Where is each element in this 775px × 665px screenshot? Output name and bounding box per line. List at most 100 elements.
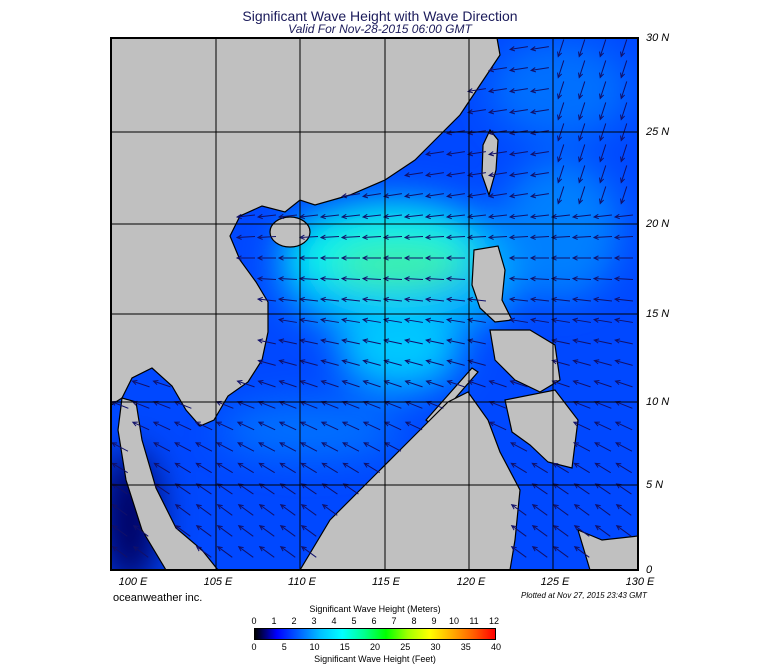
- wave-direction-arrow: [557, 144, 565, 163]
- wave-direction-arrow: [531, 462, 548, 474]
- wave-direction-arrow: [278, 421, 297, 431]
- wave-direction-arrow: [340, 317, 360, 323]
- wave-direction-arrow: [341, 359, 360, 366]
- wave-direction-arrow: [529, 317, 549, 323]
- wave-direction-arrow: [174, 483, 191, 495]
- wave-direction-arrow: [529, 109, 549, 115]
- wave-direction-arrow: [279, 546, 296, 558]
- wave-direction-arrow: [466, 317, 486, 323]
- wave-direction-arrow: [237, 546, 254, 558]
- wave-direction-arrow: [466, 193, 486, 199]
- legend-feet-tick: 25: [400, 642, 411, 652]
- wave-direction-arrow: [342, 483, 359, 495]
- wave-direction-arrow: [341, 380, 360, 388]
- wave-direction-arrow: [572, 421, 591, 431]
- wave-direction-arrow: [552, 504, 569, 516]
- wave-direction-arrow: [404, 338, 423, 345]
- lon-label: 120 E: [456, 576, 486, 588]
- wave-direction-arrow: [508, 317, 528, 323]
- wave-direction-arrow: [550, 255, 571, 261]
- wave-direction-arrow: [256, 234, 277, 240]
- wave-direction-arrow: [551, 380, 570, 388]
- wave-direction-arrow: [195, 504, 212, 516]
- wave-direction-arrow: [258, 442, 276, 452]
- wave-direction-arrow: [592, 213, 612, 220]
- wave-direction-arrow: [300, 546, 317, 558]
- wave-direction-arrow: [529, 234, 550, 240]
- wave-direction-arrow: [362, 421, 381, 431]
- wave-direction-arrow: [466, 88, 486, 94]
- wave-direction-arrow: [594, 462, 611, 474]
- wave-direction-arrow: [487, 213, 507, 220]
- wave-direction-arrow: [592, 296, 613, 303]
- wave-direction-arrow: [466, 213, 486, 220]
- credit-text: oceanweather inc.: [113, 592, 203, 604]
- wave-direction-arrow: [599, 165, 607, 184]
- wave-direction-arrow: [153, 462, 170, 474]
- wave-direction-arrow: [361, 317, 381, 323]
- land-borneo: [299, 391, 521, 570]
- wave-direction-arrow: [195, 546, 212, 558]
- wave-direction-arrow: [173, 421, 192, 431]
- wave-direction-arrow: [615, 525, 632, 537]
- wave-direction-arrow: [382, 255, 403, 261]
- wave-direction-arrow: [531, 546, 548, 558]
- wave-direction-arrow: [321, 483, 338, 495]
- wave-direction-arrow: [382, 276, 403, 282]
- wave-direction-arrow: [445, 151, 465, 157]
- wave-direction-arrow: [573, 504, 590, 516]
- wave-direction-arrow: [445, 296, 466, 303]
- wave-direction-arrow: [425, 359, 444, 366]
- legend-feet-tick: 10: [309, 642, 320, 652]
- wave-direction-arrow: [593, 380, 612, 388]
- wave-direction-arrow: [382, 317, 402, 323]
- wave-direction-arrow: [487, 151, 507, 157]
- wave-direction-arrow: [466, 172, 486, 178]
- legend-meters-tick: 9: [431, 616, 437, 626]
- wave-direction-arrow: [445, 255, 466, 261]
- wave-direction-arrow: [510, 442, 528, 452]
- wave-direction-arrow: [341, 338, 360, 345]
- land-visayas: [489, 329, 561, 393]
- wave-direction-arrow: [571, 296, 592, 303]
- wave-direction-arrow: [425, 338, 444, 345]
- wave-direction-arrow: [578, 102, 586, 121]
- wave-direction-arrow: [594, 525, 611, 537]
- wave-direction-arrow: [363, 442, 381, 452]
- lon-label: 125 E: [540, 576, 570, 588]
- legend-meters-tick: 8: [411, 616, 417, 626]
- wave-direction-arrow: [488, 380, 507, 388]
- wave-direction-arrow: [300, 504, 317, 516]
- legend-meters-tick: 4: [331, 616, 337, 626]
- wave-direction-arrow: [111, 483, 128, 495]
- wave-direction-arrow: [424, 234, 445, 240]
- wave-direction-arrow: [557, 186, 565, 205]
- land-hainan: [269, 216, 311, 248]
- wave-direction-arrow: [319, 276, 340, 282]
- lat-label: 25 N: [646, 126, 670, 138]
- lon-label: 115 E: [372, 576, 400, 588]
- legend-meters-tick: 12: [488, 616, 499, 626]
- legend-meters-tick: 6: [371, 616, 377, 626]
- wave-direction-arrow: [361, 255, 382, 261]
- wave-direction-arrow: [573, 462, 590, 474]
- land-taiwan: [481, 128, 499, 197]
- wave-direction-arrow: [557, 39, 565, 58]
- wave-direction-arrow: [195, 483, 212, 495]
- wave-direction-arrow: [573, 442, 591, 452]
- wave-direction-arrow: [131, 421, 150, 431]
- wave-direction-arrow: [256, 296, 277, 303]
- wave-direction-arrow: [320, 359, 339, 366]
- wave-direction-arrow: [571, 255, 592, 261]
- wave-direction-arrow: [466, 109, 486, 115]
- wave-direction-arrow: [258, 525, 275, 537]
- wave-direction-arrow: [152, 421, 171, 431]
- plotted-timestamp: Plotted at Nov 27, 2015 23:43 GMT: [521, 591, 647, 600]
- wave-direction-arrow: [445, 234, 466, 240]
- wave-direction-arrow: [237, 525, 254, 537]
- wave-direction-arrow: [615, 462, 632, 474]
- wave-direction-arrow: [403, 193, 423, 199]
- wave-direction-arrow: [216, 442, 234, 452]
- wave-direction-arrow: [615, 504, 632, 516]
- wave-direction-arrow: [572, 338, 591, 345]
